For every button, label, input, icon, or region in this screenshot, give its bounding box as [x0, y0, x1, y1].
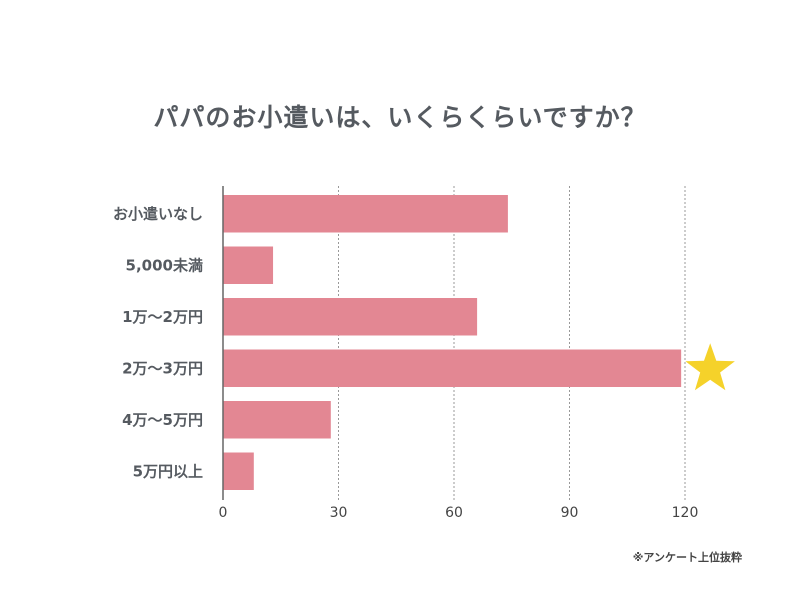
bar	[223, 452, 254, 490]
star-icon	[685, 343, 735, 391]
bar	[223, 298, 478, 336]
x-tick-label: 120	[672, 505, 699, 521]
bar	[223, 195, 508, 233]
x-tick-label: 30	[330, 505, 348, 521]
category-label: 5,000未満	[126, 256, 203, 274]
chart-title: パパのお小遣いは、いくらくらいですか？	[153, 103, 647, 132]
x-tick-label: 60	[445, 505, 463, 521]
category-label: 4万～5万円	[122, 411, 203, 429]
bar	[223, 246, 274, 284]
category-label: お小遣いなし	[113, 205, 203, 223]
bar	[223, 401, 331, 439]
x-tick-label: 90	[561, 505, 579, 521]
bar	[223, 349, 682, 387]
category-label: 5万円以上	[133, 462, 203, 480]
footnote: ※アンケート上位抜粋	[632, 551, 742, 564]
x-tick-label: 0	[219, 505, 228, 521]
category-label: 2万～3万円	[122, 359, 203, 377]
category-label: 1万～2万円	[122, 308, 203, 326]
